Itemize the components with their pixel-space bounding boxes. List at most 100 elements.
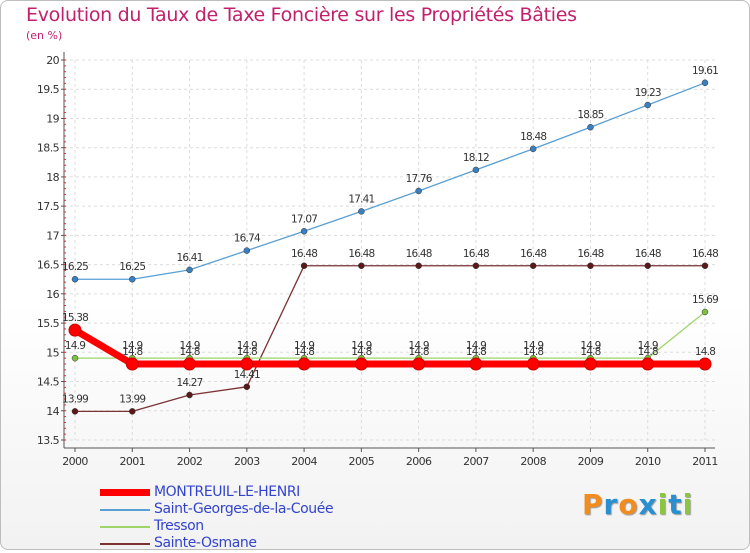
data-label: 16.41 [177,252,203,264]
data-point [71,354,79,362]
x-tick-label: 2011 [692,455,718,468]
x-tick-label: 2001 [119,455,145,468]
data-point [644,101,651,109]
data-point [71,275,79,283]
x-tick-label: 2002 [177,455,203,468]
y-tick-label: 19 [46,112,59,125]
data-point [129,275,136,283]
data-point [358,262,365,270]
data-point [587,262,594,270]
data-label: 14.9 [351,340,371,352]
data-label: 14.9 [65,340,85,352]
data-label: 14.9 [523,340,543,352]
logo-letter: i [657,488,669,521]
legend-label: Tresson [154,518,204,534]
x-tick-label: 2004 [291,455,317,468]
data-label: 14.9 [179,340,199,352]
legend-label: Sainte-Osmane [154,535,257,551]
data-label: 14.9 [237,340,257,352]
x-tick-label: 2010 [635,455,661,468]
data-label: 16.48 [291,248,317,260]
data-label: 14.9 [122,340,142,352]
data-point [186,266,193,274]
data-point [469,357,483,371]
data-point [243,247,251,254]
x-tick-label: 2000 [62,455,88,468]
series-line [71,326,709,368]
data-point [186,391,193,399]
data-label: 18.12 [463,152,489,164]
y-tick-label: 16 [46,288,59,301]
y-tick-label: 18.5 [37,142,60,155]
legend-label: Saint-Georges-de-la-Couée [154,501,334,517]
y-tick-label: 17 [46,229,59,242]
data-label: 14.8 [409,346,429,358]
data-label: 14.9 [638,340,658,352]
x-tick-label: 2007 [463,455,489,468]
chart-title: Evolution du Taux de Taxe Foncière sur l… [26,4,577,26]
data-label: 17.41 [348,193,374,205]
logo-letter: t [668,488,683,521]
data-point [354,357,368,371]
data-point [587,123,594,131]
data-label: 16.48 [577,248,603,260]
data-label: 14.9 [466,340,486,352]
data-point [698,357,712,371]
data-label: 14.8 [695,346,715,358]
data-point [68,323,82,337]
x-tick-label: 2005 [349,455,375,468]
y-tick-label: 15 [46,346,59,359]
data-label: 16.48 [463,248,489,260]
data-point [701,262,709,270]
chart-unit-label: (en %) [26,29,63,42]
data-label: 18.48 [520,131,546,143]
logo-letter: P [582,488,604,521]
data-point [71,408,79,415]
y-tick-label: 13.5 [37,434,60,447]
logo-letter: r [603,488,619,521]
data-point [529,145,537,153]
x-tick-label: 2008 [520,455,546,468]
data-point [300,262,308,270]
legend-swatch [100,489,150,496]
data-label: 14.8 [237,346,257,358]
x-tick-label: 2006 [406,455,432,468]
y-tick-label: 17.5 [37,200,60,213]
data-point [472,262,480,270]
data-label: 16.48 [348,248,374,260]
data-label: 16.48 [520,248,546,260]
data-label: 18.85 [577,109,603,121]
data-point [183,357,197,371]
data-label: 14.8 [580,346,600,358]
data-label: 14.8 [351,346,371,358]
y-tick-label: 19.5 [37,83,60,96]
data-point [529,262,537,270]
data-label: 14.27 [177,377,203,389]
data-point [415,262,422,270]
data-label: 17.07 [291,213,317,225]
legend-label: MONTREUIL-LE-HENRI [154,484,300,500]
data-label: 14.9 [294,340,314,352]
legend-swatch [100,543,150,545]
y-tick-label: 18 [46,171,59,184]
data-point [300,228,308,235]
data-label: 14.9 [580,340,600,352]
legend-swatch [100,509,150,511]
data-label: 14.9 [409,340,429,352]
data-point [472,166,480,174]
data-point [583,357,597,371]
data-point [641,357,655,371]
data-label: 13.99 [119,393,145,405]
y-tick-label: 15.5 [37,317,60,330]
y-tick-label: 16.5 [37,259,60,272]
data-point [415,187,422,195]
data-label: 16.74 [234,233,261,245]
data-label: 14.8 [466,346,486,358]
data-label: 17.76 [406,173,433,185]
data-label: 14.8 [122,346,142,358]
series-line [74,311,706,359]
y-tick-label: 14.5 [37,376,60,389]
data-label: 14.8 [179,346,199,358]
data-label: 16.25 [62,261,88,273]
